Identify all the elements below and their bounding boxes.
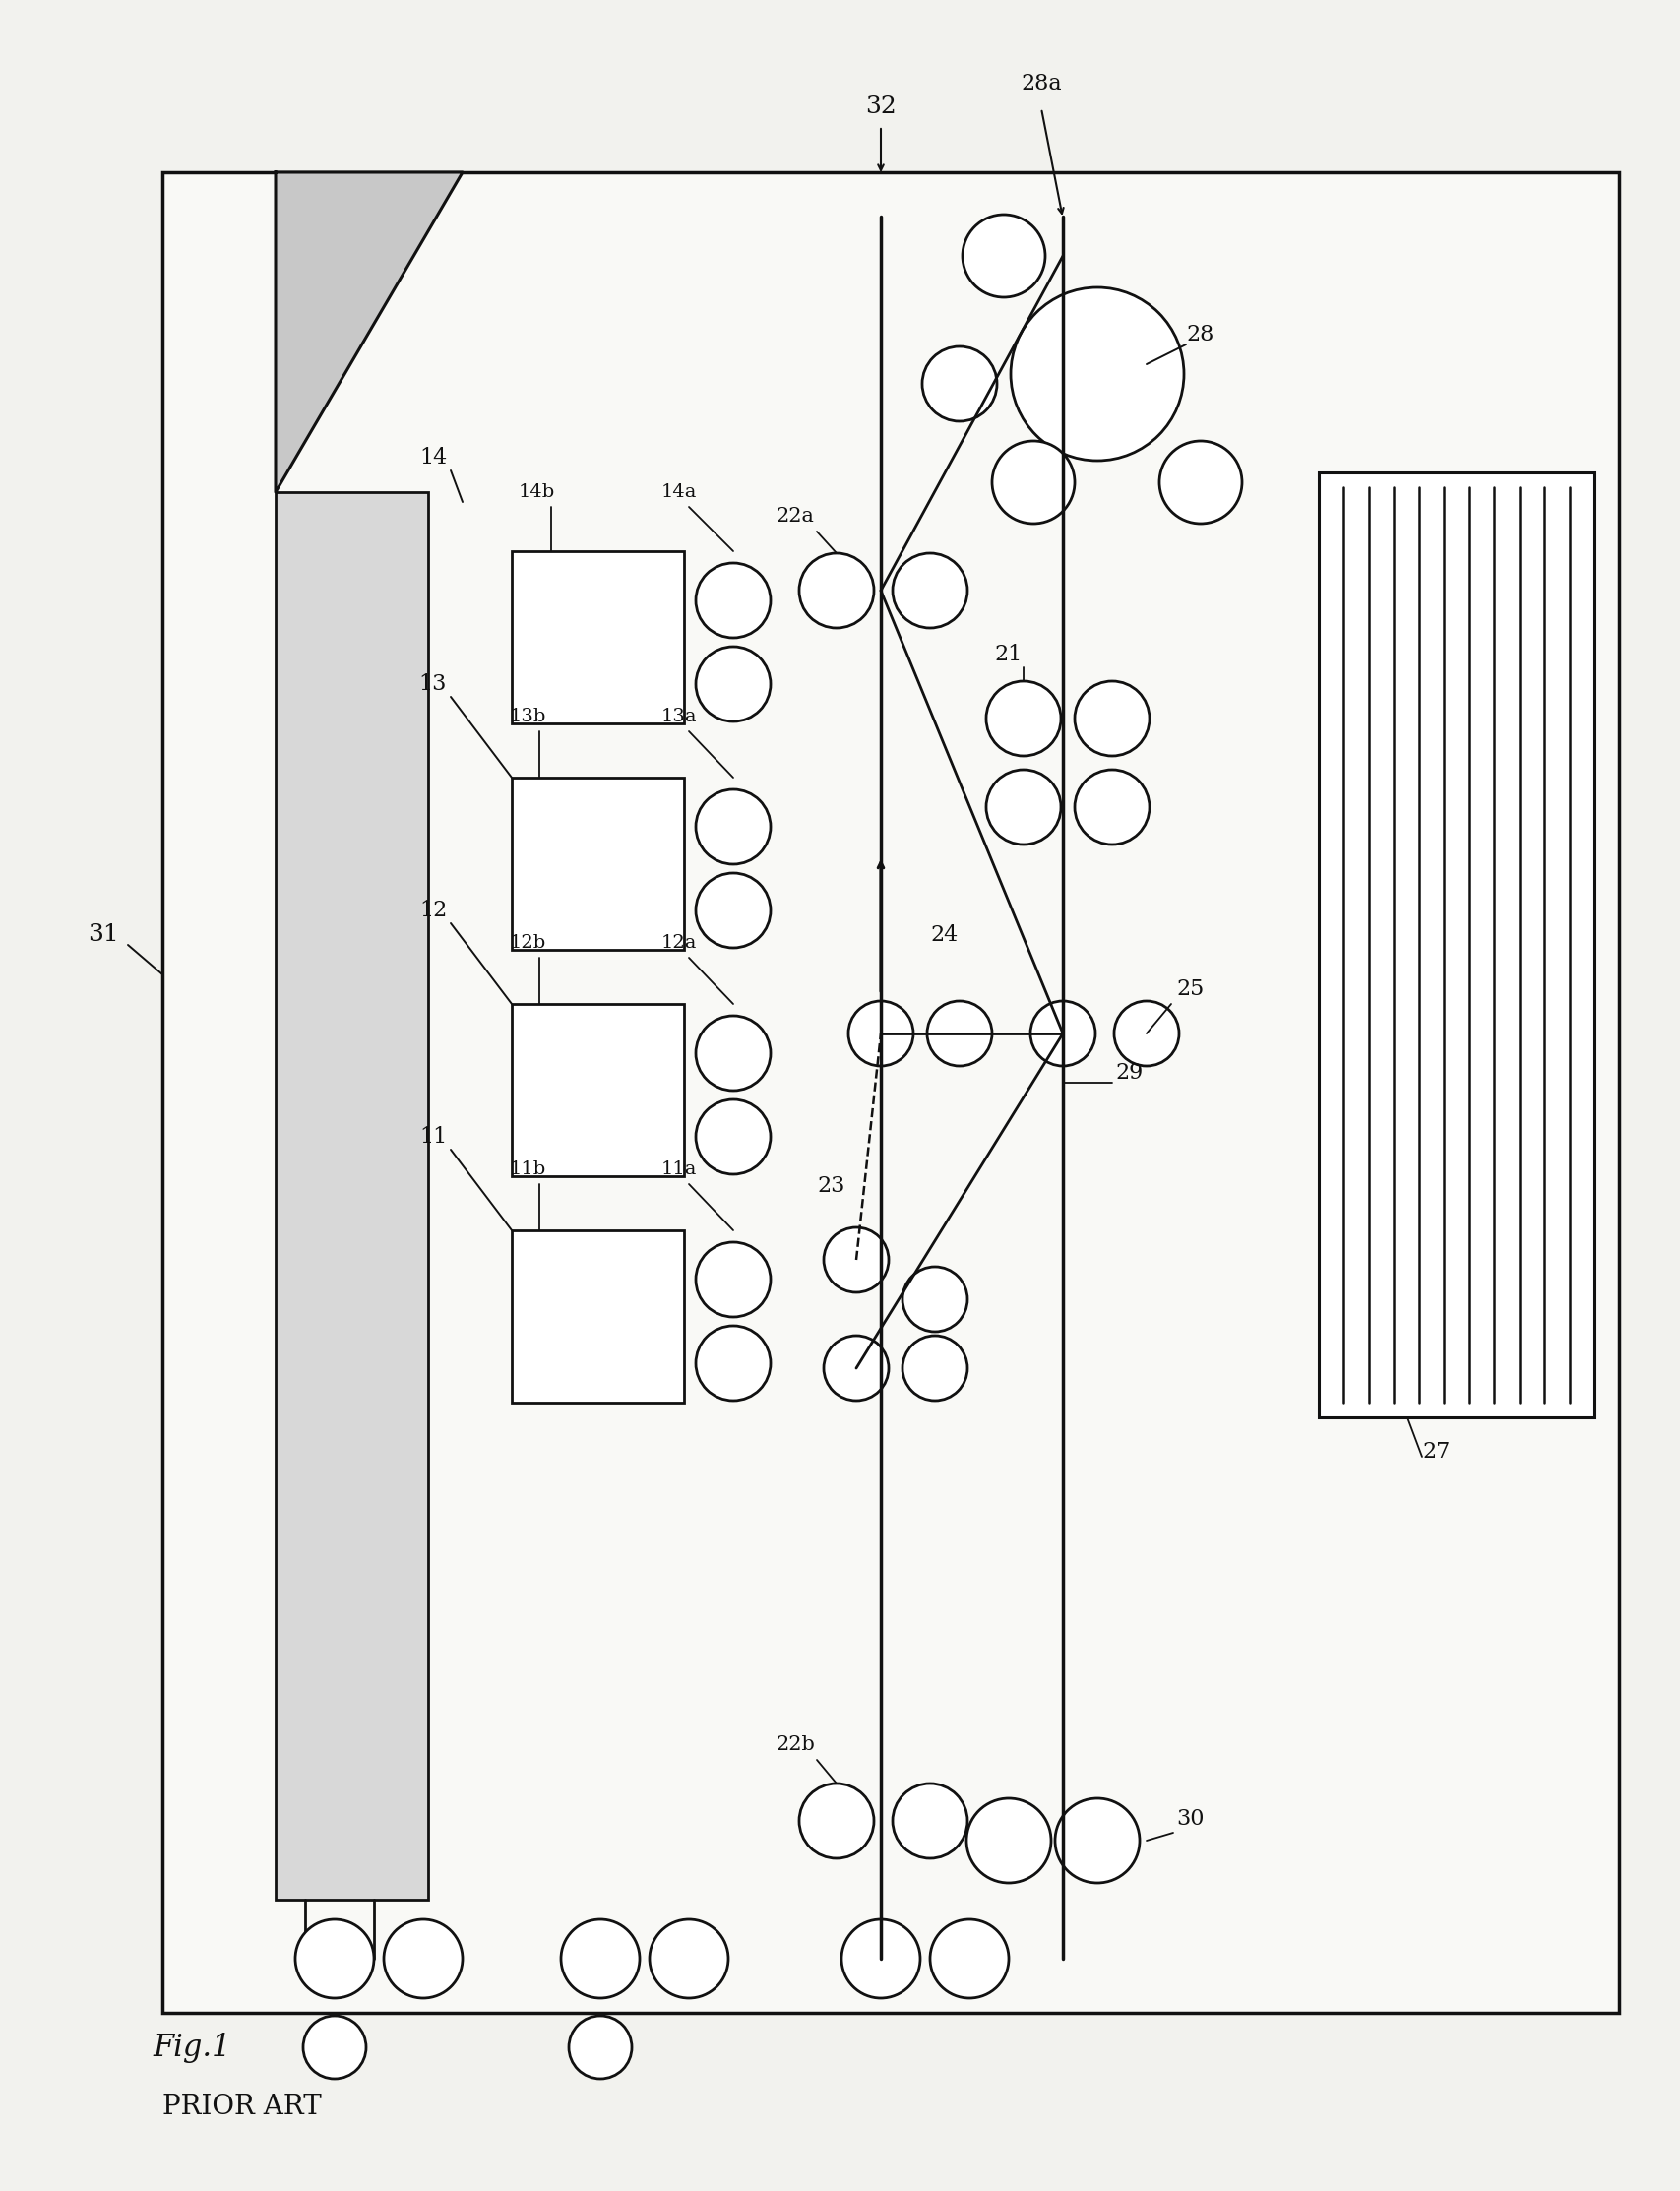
Circle shape — [842, 1919, 919, 1998]
Text: 14b: 14b — [517, 484, 554, 502]
Bar — [1319, 473, 1593, 1418]
Circle shape — [1074, 769, 1149, 844]
Circle shape — [1074, 681, 1149, 756]
Circle shape — [696, 1326, 769, 1400]
Text: 14a: 14a — [660, 484, 697, 502]
Polygon shape — [276, 173, 462, 493]
Circle shape — [568, 2016, 632, 2079]
Circle shape — [798, 552, 874, 629]
Circle shape — [991, 440, 1074, 524]
Circle shape — [696, 563, 769, 638]
Bar — [511, 1231, 684, 1402]
Bar — [511, 552, 684, 723]
Circle shape — [383, 1919, 462, 1998]
Circle shape — [648, 1919, 727, 1998]
Circle shape — [986, 681, 1060, 756]
Text: 25: 25 — [1176, 979, 1205, 999]
Bar — [163, 173, 1618, 2014]
Bar — [511, 778, 684, 951]
Circle shape — [1010, 287, 1183, 460]
Text: 12a: 12a — [660, 933, 697, 951]
Circle shape — [922, 346, 996, 421]
Circle shape — [902, 1266, 968, 1332]
Circle shape — [848, 1001, 912, 1067]
Circle shape — [302, 2016, 366, 2079]
Circle shape — [823, 1227, 889, 1293]
Bar — [511, 1003, 684, 1177]
Text: 21: 21 — [995, 644, 1021, 666]
Text: 24: 24 — [931, 925, 958, 947]
Text: 11: 11 — [418, 1126, 447, 1148]
Circle shape — [966, 1799, 1050, 1882]
Text: 13a: 13a — [660, 708, 697, 725]
Text: 14: 14 — [418, 447, 447, 469]
Circle shape — [696, 872, 769, 949]
Circle shape — [929, 1919, 1008, 1998]
Circle shape — [927, 1001, 991, 1067]
Text: 23: 23 — [816, 1174, 845, 1196]
Circle shape — [892, 1783, 968, 1858]
Text: 22b: 22b — [774, 1735, 815, 1755]
Text: 11b: 11b — [509, 1161, 546, 1179]
Text: Fig.1: Fig.1 — [153, 2031, 230, 2062]
Text: 13: 13 — [418, 673, 447, 695]
Text: 31: 31 — [87, 925, 119, 947]
Text: 30: 30 — [1176, 1808, 1205, 1829]
Text: PRIOR ART: PRIOR ART — [163, 2092, 321, 2119]
Text: 13b: 13b — [509, 708, 546, 725]
Circle shape — [696, 646, 769, 721]
Text: 12: 12 — [418, 901, 447, 920]
Bar — [276, 493, 428, 1900]
Circle shape — [696, 1242, 769, 1317]
Text: 28: 28 — [1186, 324, 1215, 346]
Circle shape — [798, 1783, 874, 1858]
Circle shape — [296, 1919, 373, 1998]
Circle shape — [1055, 1799, 1139, 1882]
Circle shape — [696, 1017, 769, 1091]
Text: 11a: 11a — [660, 1161, 697, 1179]
Circle shape — [902, 1337, 968, 1400]
Circle shape — [823, 1337, 889, 1400]
Circle shape — [1159, 440, 1242, 524]
Circle shape — [1114, 1001, 1178, 1067]
Circle shape — [696, 1100, 769, 1174]
Circle shape — [1030, 1001, 1095, 1067]
Text: 32: 32 — [865, 94, 895, 118]
Text: 28a: 28a — [1020, 72, 1062, 94]
Circle shape — [963, 215, 1045, 298]
Text: 29: 29 — [1116, 1063, 1142, 1085]
Circle shape — [892, 552, 968, 629]
Text: 27: 27 — [1423, 1442, 1450, 1464]
Circle shape — [986, 769, 1060, 844]
Circle shape — [696, 789, 769, 863]
Text: 12b: 12b — [509, 933, 546, 951]
Circle shape — [561, 1919, 640, 1998]
Text: 22a: 22a — [776, 508, 813, 526]
